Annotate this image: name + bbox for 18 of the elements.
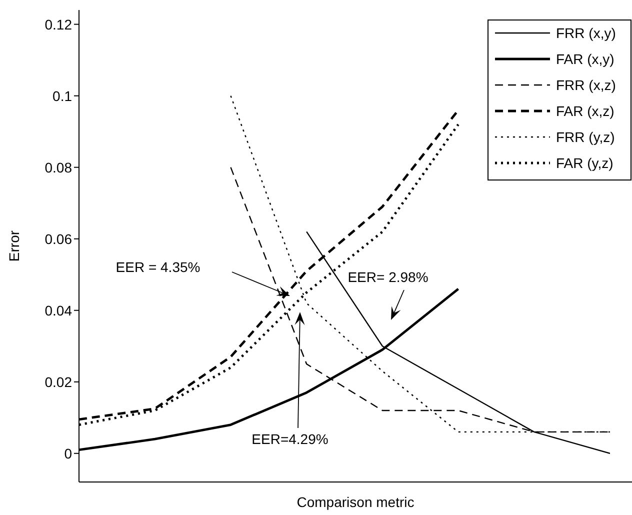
legend-label: FRR (y,z) xyxy=(556,129,615,145)
annotation: EER=4.29% xyxy=(252,431,328,447)
y-tick-label: 0.06 xyxy=(44,230,72,247)
legend-label: FRR (x,z) xyxy=(556,77,616,93)
annotation: EER = 4.35% xyxy=(116,259,200,275)
legend-label: FAR (y,z) xyxy=(556,155,614,171)
legend-label: FAR (x,z) xyxy=(556,103,614,119)
y-tick-label: 0.12 xyxy=(44,16,72,32)
x-axis-title: Comparison metric xyxy=(296,494,414,510)
y-tick-label: 0.08 xyxy=(44,159,72,176)
y-tick-label: 0.04 xyxy=(44,302,72,318)
annotation: EER= 2.98% xyxy=(348,269,428,285)
y-axis-title: Error xyxy=(6,230,22,262)
legend-label: FAR (x,y) xyxy=(556,51,614,67)
y-tick-label: 0.1 xyxy=(52,88,72,104)
y-tick-label: 0.02 xyxy=(44,374,72,390)
legend-label: FRR (x,y) xyxy=(556,25,616,41)
y-tick-label: 0 xyxy=(64,445,72,462)
